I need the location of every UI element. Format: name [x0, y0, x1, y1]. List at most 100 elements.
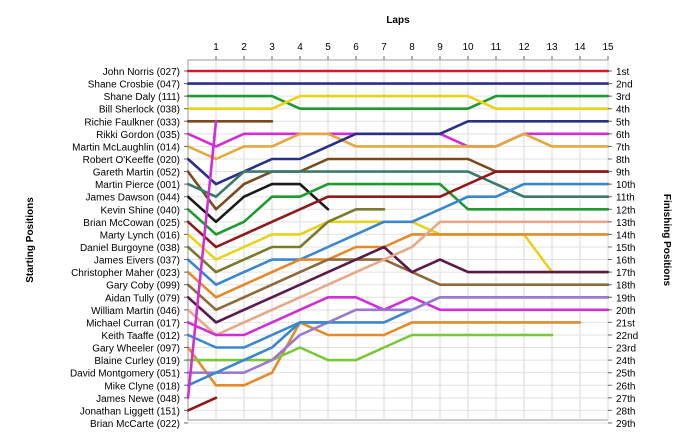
starting-position-label: Jonathan Liggett (151) — [80, 406, 180, 417]
series-line-10 — [186, 170, 610, 198]
lap-tick-label: 5 — [325, 42, 331, 53]
starting-position-label: Mike Clyne (018) — [104, 381, 180, 392]
lap-tick-label: 8 — [409, 42, 415, 53]
finishing-position-label: 20th — [616, 306, 635, 317]
finishing-position-label: 6th — [616, 130, 630, 141]
finishing-position-label: 8th — [616, 155, 630, 166]
finishing-position-label: 19th — [616, 293, 635, 304]
series-line-23 — [186, 321, 582, 387]
lap-tick-label: 15 — [602, 42, 614, 53]
lap-tick-label: 9 — [437, 42, 443, 53]
finishing-position-label: 24th — [616, 356, 635, 367]
top-axis-title: Laps — [386, 15, 410, 26]
finishing-position-label: 23rd — [616, 344, 636, 355]
series-line-21 — [186, 295, 610, 337]
starting-position-label: Gary Wheeler (097) — [92, 344, 180, 355]
starting-position-label: Shane Daly (111) — [104, 92, 180, 103]
lap-tick-label: 10 — [462, 42, 474, 53]
starting-position-label: Aidan Tully (079) — [105, 293, 180, 304]
finishing-position-label: 5th — [616, 117, 630, 128]
starting-position-label: James Dawson (044) — [86, 193, 180, 204]
series-line-18 — [186, 258, 610, 312]
starting-position-label: Keith Taaffe (012) — [101, 331, 180, 342]
starting-position-label: Michael Curran (017) — [86, 318, 180, 329]
series-line-13 — [186, 170, 610, 249]
series-line-27 — [186, 120, 218, 400]
finishing-position-label: 16th — [616, 256, 635, 267]
finishing-position-label: 18th — [616, 281, 635, 292]
finishing-position-label: 11th — [616, 193, 635, 204]
lap-tick-label: 11 — [491, 42, 502, 53]
series-line-16 — [186, 182, 610, 287]
finishing-position-label: 9th — [616, 168, 630, 179]
finishing-position-label: 22nd — [616, 331, 638, 342]
starting-position-label: Christopher Maher (023) — [71, 268, 180, 279]
series-line-24 — [186, 333, 554, 362]
finishing-position-label: 4th — [616, 105, 630, 116]
series-line-28 — [186, 396, 218, 412]
starting-position-label: Robert O'Keeffe (020) — [83, 155, 180, 166]
starting-position-label: Brian McCarte (022) — [90, 419, 180, 430]
series-line-7 — [186, 132, 610, 161]
finishing-position-label: 1st — [616, 67, 630, 78]
starting-position-label: Martin McLaughlin (014) — [72, 142, 180, 153]
series-line-25 — [186, 295, 610, 375]
starting-position-label: William Martin (046) — [91, 306, 180, 317]
lap-tick-label: 13 — [546, 42, 558, 53]
series-line-11 — [186, 182, 330, 224]
series-line-20 — [186, 220, 610, 337]
starting-position-label: David Montgomery (051) — [70, 369, 180, 380]
starting-position-label: Daniel Burgoyne (038) — [80, 243, 180, 254]
starting-position-label: Gary Coby (099) — [106, 281, 180, 292]
series-line-4 — [186, 94, 610, 110]
starting-position-label: Marty Lynch (016) — [100, 230, 180, 241]
finishing-position-label: 2nd — [616, 80, 633, 91]
finishing-position-label: 15th — [616, 243, 635, 254]
starting-position-label: Blaine Curley (019) — [94, 356, 180, 367]
finishing-position-label: 3rd — [616, 92, 630, 103]
series-line-12 — [186, 182, 610, 236]
finishing-position-label: 27th — [616, 394, 635, 405]
starting-position-label: Kevin Shine (040) — [101, 205, 181, 216]
right-axis-title: Finishing Positions — [661, 194, 672, 287]
lap-tick-label: 4 — [297, 42, 303, 53]
series-line-15 — [186, 208, 386, 274]
series-line-19 — [186, 245, 610, 324]
finishing-position-label: 12th — [616, 205, 635, 216]
finishing-position-label: 17th — [616, 268, 635, 279]
finishing-position-label: 28th — [616, 406, 635, 417]
series-line-8 — [186, 120, 610, 186]
finishing-position-label: 26th — [616, 381, 635, 392]
starting-position-label: James Eivers (037) — [94, 256, 180, 267]
series-lines — [186, 69, 610, 412]
lap-tick-label: 6 — [353, 42, 359, 53]
starting-position-label: Rikki Gordon (035) — [96, 130, 180, 141]
lap-tick-label: 1 — [213, 42, 219, 53]
lap-tick-label: 7 — [381, 42, 387, 53]
series-line-26 — [186, 321, 330, 387]
lap-tick-label: 14 — [574, 42, 586, 53]
series-line-3 — [186, 94, 610, 110]
finishing-position-label: 25th — [616, 369, 635, 380]
finishing-position-label: 13th — [616, 218, 635, 229]
starting-position-label: Bill Sherlock (038) — [99, 105, 180, 116]
lap-tick-label: 12 — [518, 42, 530, 53]
finishing-position-label: 29th — [616, 419, 635, 430]
left-axis-title: Starting Positions — [25, 197, 36, 283]
starting-position-label: Shane Crosbie (047) — [88, 80, 180, 91]
starting-position-label: Martin Pierce (001) — [95, 180, 180, 191]
finishing-position-label: 21st — [616, 318, 635, 329]
lap-tick-label: 2 — [241, 42, 247, 53]
finishing-position-label: 7th — [616, 142, 630, 153]
starting-position-label: Richie Faulkner (033) — [84, 117, 180, 128]
lap-tick-label: 3 — [269, 42, 275, 53]
series-line-17 — [186, 233, 610, 299]
starting-position-label: Brian McCowan (025) — [83, 218, 180, 229]
finishing-position-label: 14th — [616, 230, 635, 241]
starting-position-label: James Newe (048) — [96, 394, 180, 405]
starting-position-label: John Norris (027) — [103, 67, 180, 78]
finishing-position-label: 10th — [616, 180, 635, 191]
starting-position-label: Gareth Martin (052) — [93, 168, 180, 179]
